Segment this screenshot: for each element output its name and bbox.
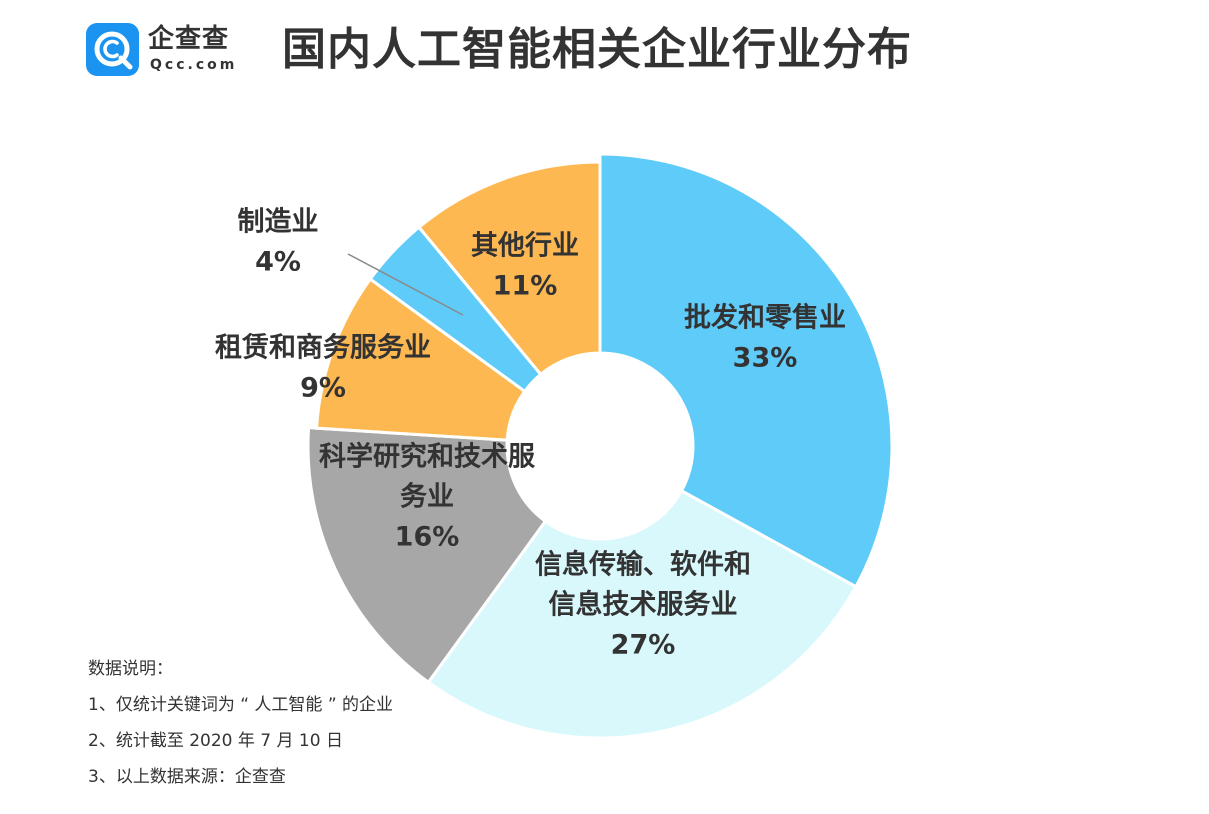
slice-category-label: 制造业 bbox=[238, 207, 319, 238]
pie-slice bbox=[314, 276, 527, 442]
note-item: 1、仅统计关键词为 “ 人工智能 ” 的企业 bbox=[88, 695, 394, 715]
slice-category-label: 批发和零售业 bbox=[684, 302, 846, 334]
page-title: 国内人工智能相关企业行业分布 bbox=[282, 24, 912, 75]
pie-slice bbox=[426, 488, 858, 740]
slice-category-label: 信息技术服务业 bbox=[549, 589, 738, 621]
slice-category-label: 务业 bbox=[400, 482, 454, 513]
pie-slice bbox=[598, 152, 894, 589]
logo-subtext: Qcc.com bbox=[150, 57, 238, 73]
slice-value-label: 16% bbox=[395, 522, 460, 553]
data-notes: 数据说明： 1、仅统计关键词为 “ 人工智能 ” 的企业 2、统计截至 2020… bbox=[88, 651, 393, 795]
qcc-logo-icon bbox=[86, 23, 139, 76]
slice-value-label: 27% bbox=[611, 630, 676, 661]
slice-category-label: 信息传输、软件和 bbox=[535, 549, 751, 581]
slice-value-label: 9% bbox=[300, 373, 346, 404]
slice-value-label: 4% bbox=[255, 247, 301, 278]
pie-slice bbox=[306, 426, 548, 685]
header: 企查查 Qcc.com 国内人工智能相关企业行业分布 bbox=[86, 20, 1186, 80]
slice-category-label: 科学研究和技术服 bbox=[319, 441, 536, 473]
note-item: 3、以上数据来源：企查查 bbox=[88, 767, 286, 787]
pie-slice bbox=[416, 160, 602, 377]
qcc-logo[interactable]: 企查查 Qcc.com bbox=[86, 23, 256, 79]
logo-text: 企查查 bbox=[148, 24, 230, 54]
note-item: 2、统计截至 2020 年 7 月 10 日 bbox=[88, 731, 343, 751]
notes-heading: 数据说明： bbox=[88, 659, 173, 679]
slice-category-label: 租赁和商务服务业 bbox=[215, 333, 431, 364]
slice-value-label: 11% bbox=[493, 271, 558, 302]
leader-line bbox=[347, 253, 464, 316]
slice-value-label: 33% bbox=[733, 343, 798, 374]
slice-category-label: 其他行业 bbox=[471, 230, 579, 262]
